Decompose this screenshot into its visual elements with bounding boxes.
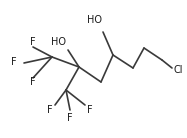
Text: Cl: Cl [174,65,183,75]
Text: HO: HO [50,37,65,47]
Text: F: F [11,57,17,67]
Text: HO: HO [88,15,102,25]
Text: F: F [87,105,93,115]
Text: F: F [30,77,36,87]
Text: F: F [67,113,73,123]
Text: F: F [47,105,53,115]
Text: F: F [30,37,36,47]
